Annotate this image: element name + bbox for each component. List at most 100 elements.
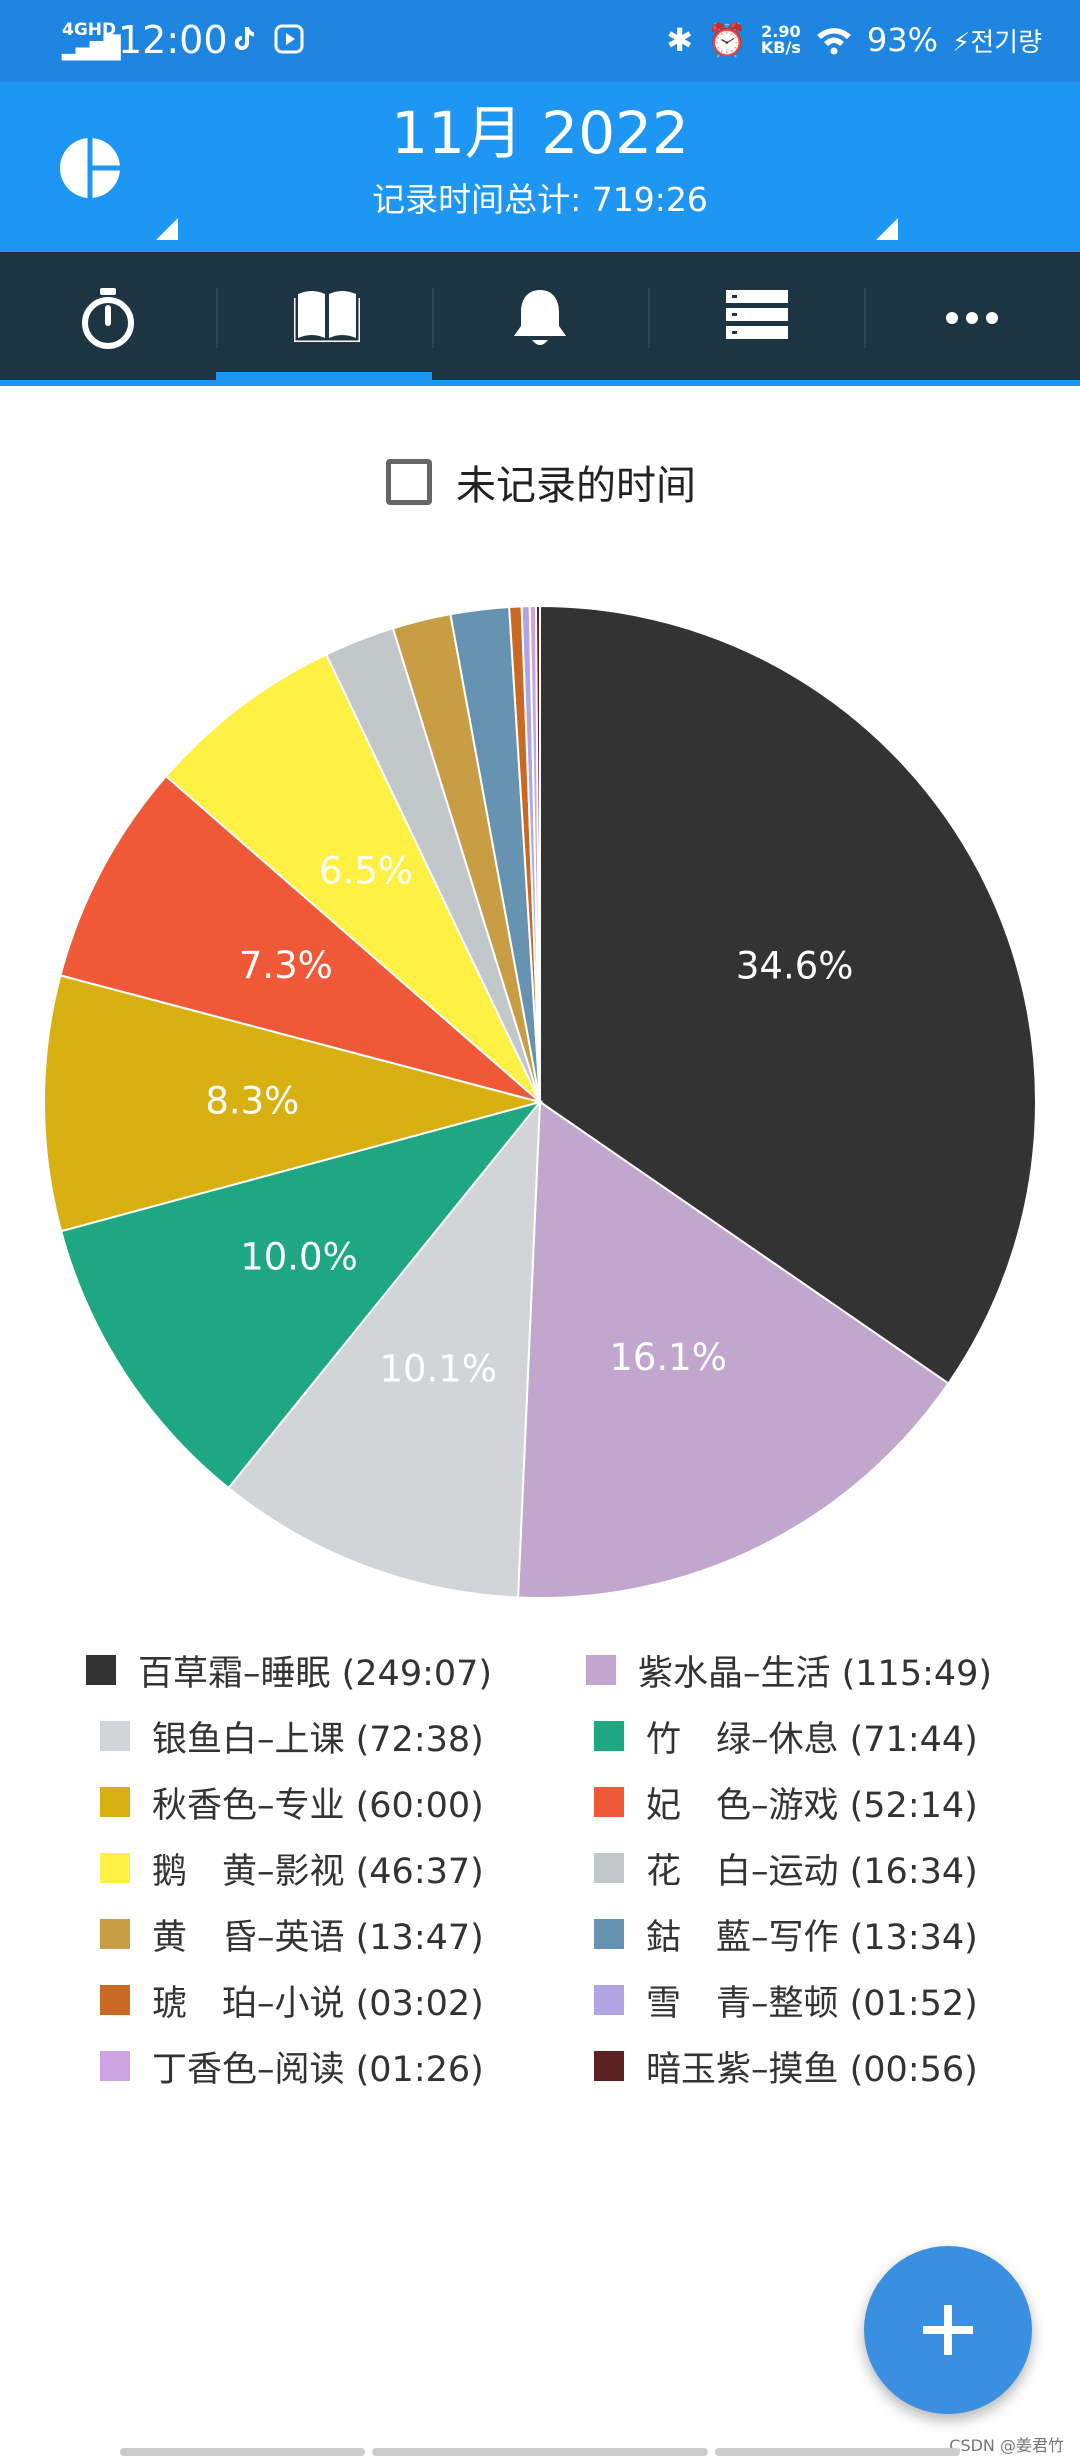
legend-swatch [100,1721,130,1751]
month-title[interactable]: 11月 2022 [391,99,689,167]
legend-label: 紫水晶–生活 (115:49) [638,1653,993,1694]
tab-categories[interactable] [648,252,864,384]
tab-bar [0,252,1080,384]
status-right: ✱ ⏰ 2.90 KB/s 93% ⚡전기량 [666,16,1042,64]
pie-slice[interactable] [164,653,541,1103]
legend-label: 鹅 黄–影视 (46:37) [152,1851,484,1892]
legend-label: 丁香色–阅读 (01:26) [152,2049,484,2090]
video-app-icon [274,24,304,54]
plus-icon [923,2305,973,2355]
pie-slice[interactable] [539,604,1037,1385]
pie-chart-logo-icon[interactable] [58,136,122,200]
legend-swatch [100,1919,130,1949]
list-icon [726,290,788,339]
legend-item: 银鱼白–上课 (72:38) [100,1706,484,1766]
alarm-icon: ⏰ [707,21,747,59]
legend-item: 琥 珀–小说 (03:02) [100,1970,484,2030]
bluetooth-icon: ✱ [666,21,694,59]
legend-item: 秋香色–专业 (60:00) [100,1772,484,1832]
legend-swatch [100,1853,130,1883]
network-speed: 2.90 KB/s [761,24,801,56]
legend-label: 花 白–运动 (16:34) [646,1851,978,1892]
network-label: 4GHD [62,20,117,40]
legend-label: 竹 绿–休息 (71:44) [646,1719,978,1760]
legend-swatch [594,2051,624,2081]
nav-bar-segment [715,2448,960,2456]
legend-label: 妃 色–游戏 (52:14) [646,1785,978,1826]
legend-label: 雪 青–整顿 (01:52) [646,1983,978,2024]
legend-item: 紫水晶–生活 (115:49) [586,1640,992,1700]
network-speed-value: 2.90 [761,22,801,41]
legend-label: 琥 珀–小说 (03:02) [152,1983,484,2024]
nav-bar-segment [120,2448,365,2456]
network-speed-unit: KB/s [760,38,801,57]
unrecorded-time-toggle[interactable]: 未记录的时间 [386,452,696,512]
pie-slice[interactable] [227,1099,542,1599]
legend-swatch [594,1985,624,2015]
network-indicator: 4GHD ▂▄▆█ [62,20,121,61]
legend-label: 银鱼白–上课 (72:38) [152,1719,484,1760]
slice-percent-label: 6.5% [319,849,413,892]
tab-more[interactable] [864,252,1080,384]
legend-swatch [594,1919,624,1949]
add-record-button[interactable] [864,2246,1032,2414]
charging-icon: ⚡ [951,27,971,58]
bell-icon [514,290,566,345]
legend-label: 秋香色–专业 (60:00) [152,1785,484,1826]
legend-swatch [100,1787,130,1817]
slice-percent-label: 10.0% [240,1236,358,1279]
legend-item: 妃 色–游戏 (52:14) [594,1772,978,1832]
legend-label: 黄 昏–英语 (13:47) [152,1917,484,1958]
legend-item: 黄 昏–英语 (13:47) [100,1904,484,1964]
unrecorded-checkbox[interactable] [386,459,432,505]
more-icon [946,312,998,324]
pie-slice[interactable] [43,974,544,1233]
legend-item: 雪 青–整顿 (01:52) [594,1970,978,2030]
pie-slice[interactable] [59,774,541,1103]
legend-swatch [86,1655,116,1685]
status-bar: 4GHD ▂▄▆█ 12:00 ✱ ⏰ 2.90 KB/s 93% ⚡전기량 [0,0,1080,82]
watermark: CSDN @姜君竹 [949,2436,1064,2455]
legend-item: 丁香色–阅读 (01:26) [100,2036,484,2096]
pie-slice[interactable] [534,604,541,1103]
tab-divider [432,288,434,348]
tab-statistics[interactable] [216,252,432,384]
range-dropdown-icon[interactable] [876,218,898,240]
legend-swatch [100,2051,130,2081]
period-dropdown-icon[interactable] [156,218,178,240]
pie-slice[interactable] [516,1100,950,1599]
legend-item: 百草霜–睡眠 (249:07) [86,1640,492,1700]
pie-slice[interactable] [59,1100,543,1490]
wifi-icon [816,28,851,55]
legend-item: 竹 绿–休息 (71:44) [594,1706,978,1766]
signal-icon: ▂▄▆█ [62,36,121,61]
book-icon [294,291,360,342]
charging-indicator: ⚡전기량 [952,22,1042,59]
nav-bar-segment [372,2448,708,2456]
legend-label: 暗玉紫–摸鱼 (00:56) [646,2049,978,2090]
tab-timer[interactable] [0,252,216,384]
legend-label: 百草霜–睡眠 (249:07) [138,1653,493,1694]
legend-label: 鈷 藍–写作 (13:34) [646,1917,978,1958]
tab-divider [648,288,650,348]
slice-percent-label: 10.1% [379,1348,497,1391]
legend-item: 鹅 黄–影视 (46:37) [100,1838,484,1898]
slice-percent-label: 7.3% [239,944,333,987]
legend-swatch [594,1721,624,1751]
slice-percent-label: 34.6% [736,945,854,988]
pie-chart[interactable]: 34.6% 16.1% 10.1% 10.0% 8.3% 7.3% 6.5% [0,590,1080,1630]
legend-swatch [586,1655,616,1685]
clock: 12:00 [118,18,228,62]
total-time-label: 记录时间总计: 719:26 [372,180,708,219]
legend-swatch [594,1853,624,1883]
legend-item: 暗玉紫–摸鱼 (00:56) [594,2036,978,2096]
charging-label: 전기량 [970,27,1042,58]
stopwatch-icon [82,288,134,349]
legend-item: 花 白–运动 (16:34) [594,1838,978,1898]
tiktok-icon [234,27,254,50]
battery-percent: 93% [866,21,938,59]
tab-divider [216,288,218,348]
legend-item: 鈷 藍–写作 (13:34) [594,1904,978,1964]
legend-swatch [594,1787,624,1817]
tab-reminders[interactable] [432,252,648,384]
